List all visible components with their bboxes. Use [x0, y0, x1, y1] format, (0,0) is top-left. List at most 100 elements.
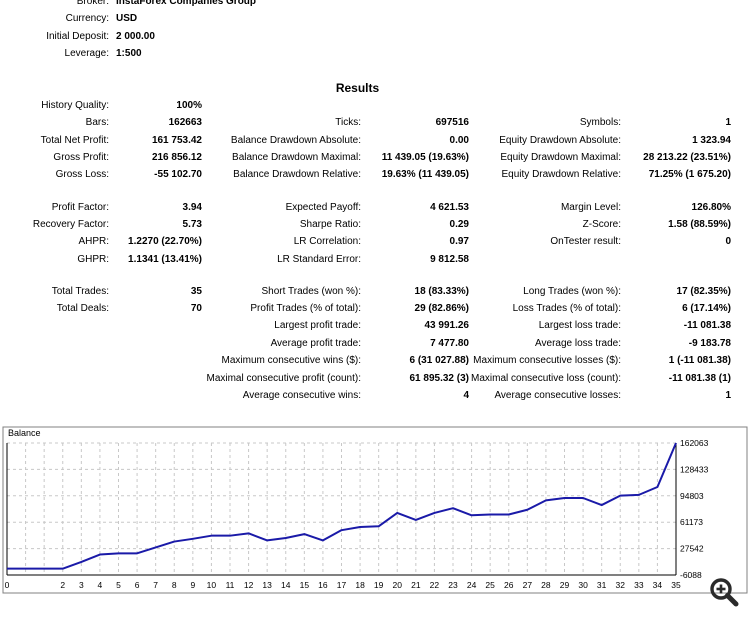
x-tick-label: 14 [281, 580, 291, 590]
ticks-label: Ticks: [335, 117, 361, 128]
bars-value: 162663 [168, 117, 202, 128]
equity-dd-abs-label: Equity Drawdown Absolute: [499, 135, 621, 146]
results-title: Results [335, 81, 380, 95]
ghpr-value: 1.1341 (13.41%) [128, 254, 202, 265]
largest-profit-value: 43 991.26 [424, 320, 470, 331]
maximal-consec-loss-label: Maximal consecutive loss (count): [471, 373, 622, 384]
y-tick-label: 61173 [680, 517, 703, 527]
sharpe-ratio-label: Sharpe Ratio: [299, 219, 361, 230]
lr-std-error-value: 9 812.58 [430, 254, 469, 265]
currency-value: USD [116, 13, 138, 24]
balance-dd-abs-value: 0.00 [449, 135, 469, 146]
profit-factor-label: Profit Factor: [51, 202, 109, 213]
recovery-factor-label: Recovery Factor: [32, 219, 109, 230]
broker-label: Broker: [76, 0, 109, 7]
x-tick-label: 27 [523, 580, 533, 590]
x-tick-label: 12 [244, 580, 254, 590]
lr-correlation-value: 0.97 [449, 236, 469, 247]
equity-dd-rel-value: 71.25% (1 675.20) [648, 169, 731, 180]
z-score-value: 1.58 (88.59%) [668, 219, 731, 230]
x-tick-label: 28 [541, 580, 551, 590]
y-tick-label: 94803 [680, 491, 704, 501]
maximal-consec-profit-value: 61 895.32 (3) [409, 373, 470, 384]
expected-payoff-label: Expected Payoff: [285, 202, 361, 213]
leverage-label: Leverage: [64, 48, 109, 59]
x-tick-label: 2 [60, 580, 65, 590]
x-tick-label: 20 [393, 580, 403, 590]
x-tick-label: 35 [671, 580, 681, 590]
chart-title: Balance [8, 428, 41, 438]
ahpr-value: 1.2270 (22.70%) [128, 236, 202, 247]
gross-profit-label: Gross Profit: [53, 152, 109, 163]
long-trades-value: 17 (82.35%) [676, 286, 731, 297]
y-tick-label: -6088 [680, 570, 702, 580]
x-tick-label: 9 [190, 580, 195, 590]
x-tick-label: 7 [153, 580, 158, 590]
x-tick-label: 22 [430, 580, 440, 590]
zoom-in-icon[interactable] [706, 575, 742, 611]
balance-dd-max-label: Balance Drawdown Maximal: [232, 152, 361, 163]
x-tick-label: 10 [207, 580, 217, 590]
broker-value: InstaForex Companies Group [116, 0, 257, 7]
history-quality-label: History Quality: [41, 100, 109, 111]
x-tick-label: 5 [116, 580, 121, 590]
total-net-profit-label: Total Net Profit: [40, 135, 109, 146]
x-tick-label: 13 [262, 580, 272, 590]
x-tick-label: 31 [597, 580, 607, 590]
x-tick-label: 6 [135, 580, 140, 590]
equity-dd-max-value: 28 213.22 (23.51%) [643, 152, 731, 163]
x-tick-label: 15 [300, 580, 310, 590]
max-consec-losses-value: 1 (-11 081.38) [668, 355, 731, 366]
x-tick-label: 33 [634, 580, 644, 590]
total-trades-value: 35 [190, 286, 202, 297]
avg-profit-value: 7 477.80 [430, 338, 469, 349]
avg-consec-wins-label: Average consecutive wins: [242, 390, 361, 401]
largest-profit-label: Largest profit trade: [274, 320, 361, 331]
long-trades-label: Long Trades (won %): [523, 286, 621, 297]
gross-profit-value: 216 856.12 [151, 152, 202, 163]
symbols-value: 1 [725, 117, 731, 128]
total-trades-label: Total Trades: [51, 286, 109, 297]
recovery-factor-value: 5.73 [182, 219, 202, 230]
short-trades-label: Short Trades (won %): [261, 286, 361, 297]
x-tick-label: 32 [616, 580, 626, 590]
balance-chart: Balance 16 20 6 31 28 4 33 94803 61173 27542 -6088 0… [2, 426, 748, 594]
total-deals-value: 70 [190, 303, 202, 314]
symbols-label: Symbols: [579, 117, 621, 128]
y-tick-label: 27542 [680, 544, 704, 554]
x-tick-label: 16 [318, 580, 328, 590]
leverage-value: 1:500 [116, 48, 142, 59]
x-tick-label: 17 [337, 580, 347, 590]
maximal-consec-profit-label: Maximal consecutive profit (count): [206, 373, 361, 384]
x-tick-label: 11 [226, 580, 235, 590]
avg-consec-wins-value: 4 [463, 390, 469, 401]
ontester-label: OnTester result: [550, 236, 621, 247]
loss-trades-value: 6 (17.14%) [682, 303, 731, 314]
x-tick-label: 23 [448, 580, 458, 590]
avg-loss-value: -9 183.78 [688, 338, 731, 349]
y-tick-label: 128433 [680, 464, 709, 474]
history-quality-value: 100% [176, 100, 202, 111]
equity-dd-abs-value: 1 323.94 [692, 135, 731, 146]
x-tick-label: 18 [355, 580, 365, 590]
ontester-value: 0 [725, 236, 731, 247]
x-tick-label: 24 [467, 580, 477, 590]
expected-payoff-value: 4 621.53 [430, 202, 469, 213]
lr-std-error-label: LR Standard Error: [277, 254, 361, 265]
gross-loss-label: Gross Loss: [55, 169, 109, 180]
x-tick-label: 0 [5, 580, 10, 590]
x-tick-label: 29 [560, 580, 570, 590]
chart-frame [2, 426, 748, 594]
balance-series-line [7, 442, 677, 570]
avg-profit-label: Average profit trade: [270, 338, 361, 349]
total-deals-label: Total Deals: [56, 303, 109, 314]
balance-dd-rel-label: Balance Drawdown Relative: [233, 169, 361, 180]
total-net-profit-value: 161 753.42 [151, 135, 202, 146]
max-consec-wins-value: 6 (31 027.88) [409, 355, 470, 366]
x-tick-label: 4 [98, 580, 103, 590]
ghpr-label: GHPR: [77, 254, 109, 265]
balance-dd-abs-label: Balance Drawdown Absolute: [230, 135, 361, 146]
balance-dd-rel-value: 19.63% (11 439.05) [381, 169, 469, 180]
equity-dd-rel-label: Equity Drawdown Relative: [501, 169, 622, 180]
lr-correlation-label: LR Correlation: [293, 236, 361, 247]
